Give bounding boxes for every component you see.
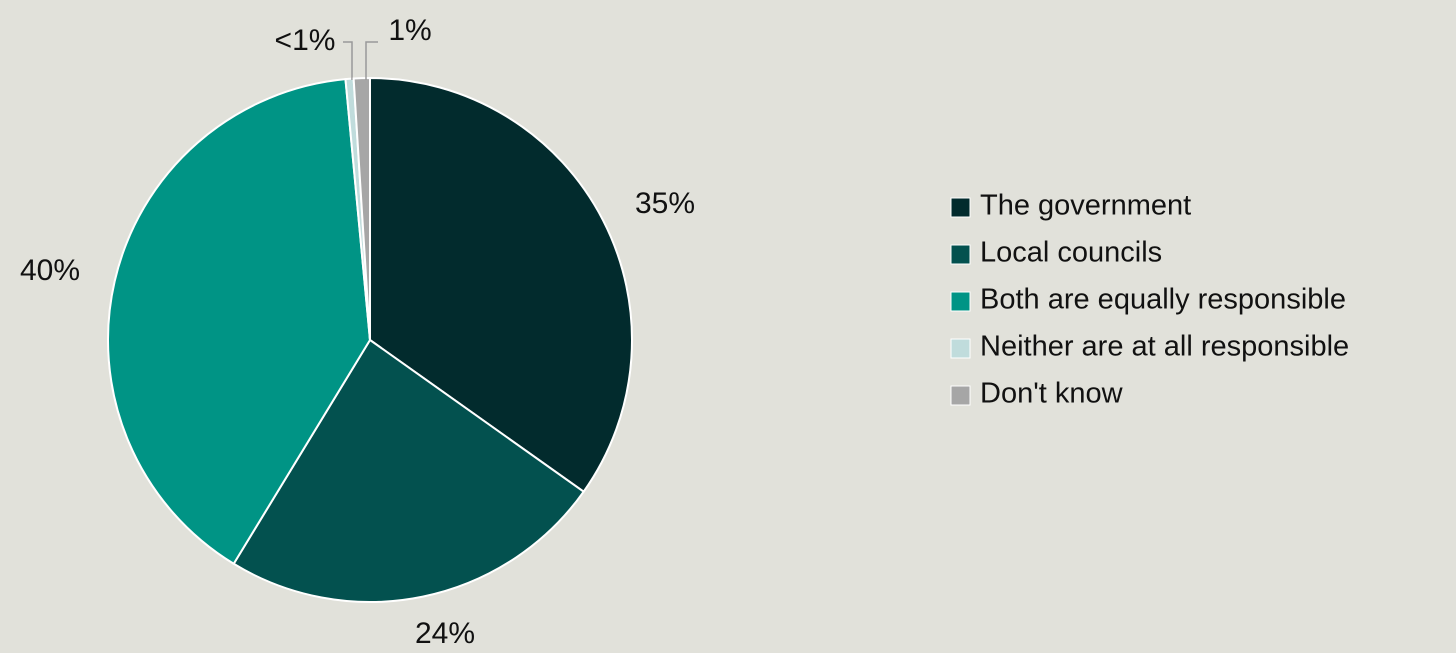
legend-label: The government [980,190,1191,222]
pie-slice [369,76,633,494]
data-label: 40% [20,254,80,287]
data-label: 24% [415,617,475,650]
data-label: 1% [388,14,431,47]
pie-slice [352,76,371,341]
data-label: 35% [635,187,695,220]
legend-label: Neither are at all responsible [980,331,1349,363]
legend-swatch [950,197,971,218]
legend-swatch [950,385,971,406]
legend-swatch [950,291,971,312]
pie-slice [107,78,372,566]
data-label: <1% [275,24,336,57]
legend-label: Don't know [980,378,1124,410]
leader-line [365,41,378,80]
legend-label: Local councils [980,237,1162,269]
pie-slice [232,338,586,603]
legend-swatch [950,338,971,359]
legend-swatch [950,244,971,265]
leader-line [343,41,353,80]
legend-label: Both are equally responsible [980,284,1346,316]
